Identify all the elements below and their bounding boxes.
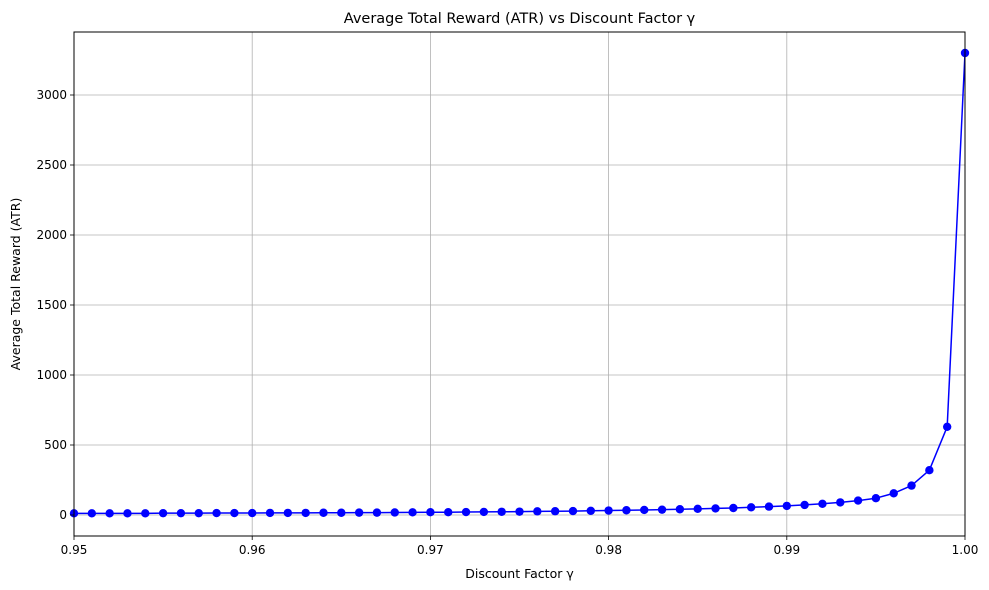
plot-frame: [73, 31, 966, 537]
data-point: [836, 498, 845, 507]
data-point: [568, 506, 578, 516]
x-tick-label: 0.95: [61, 543, 88, 557]
data-point: [461, 507, 471, 517]
data-point: [818, 499, 827, 508]
data-point: [283, 508, 293, 518]
data-point: [711, 504, 720, 513]
data-point: [194, 508, 203, 518]
y-tick-label: 3000: [36, 88, 67, 102]
data-point: [301, 508, 310, 518]
data-point: [212, 508, 221, 518]
data-point: [319, 508, 328, 517]
x-axis-ticks: 0.95 0.96 0.97 0.98 0.99 1.00: [61, 536, 979, 557]
y-tick-label: 0: [59, 508, 67, 522]
data-point: [640, 505, 649, 515]
y-tick-label: 500: [44, 438, 67, 452]
y-tick-label: 1000: [36, 368, 67, 382]
data-point: [622, 506, 631, 515]
data-point: [782, 501, 791, 511]
data-point: [354, 508, 364, 517]
data-point: [479, 507, 489, 517]
y-tick-label: 2000: [36, 228, 67, 242]
data-point: [337, 508, 346, 517]
data-point: [925, 466, 934, 475]
x-tick-label: 0.97: [417, 543, 444, 557]
data-point: [942, 422, 952, 431]
data-point: [746, 503, 756, 512]
data-point: [871, 494, 881, 503]
data-point: [764, 502, 774, 511]
data-point: [408, 508, 417, 517]
data-point: [889, 489, 898, 498]
data-point: [515, 507, 524, 516]
data-point: [372, 508, 382, 517]
x-tick-label: 0.98: [595, 543, 622, 557]
data-point: [444, 508, 453, 517]
data-point: [426, 508, 435, 517]
data-point: [693, 504, 702, 514]
y-axis-label: Average Total Reward (ATR): [8, 198, 23, 371]
data-point: [657, 505, 667, 514]
data-point: [248, 508, 257, 518]
data-point: [550, 507, 560, 516]
data-point: [853, 496, 863, 505]
data-point: [497, 507, 506, 516]
data-point: [729, 503, 738, 513]
data-series: [69, 48, 970, 518]
data-point: [87, 509, 97, 518]
data-point: [105, 509, 114, 518]
x-axis-label: Discount Factor γ: [465, 566, 574, 581]
data-point: [230, 508, 239, 518]
y-axis-ticks: 0 500 1000 1500 2000 2500 3000: [36, 88, 74, 522]
x-tick-label: 0.96: [239, 543, 266, 557]
data-point: [390, 508, 399, 517]
y-tick-label: 2500: [36, 158, 67, 172]
x-tick-label: 0.99: [773, 543, 800, 557]
data-point: [533, 507, 542, 516]
data-point: [800, 500, 809, 510]
y-tick-label: 1500: [36, 298, 67, 312]
data-point: [158, 508, 168, 518]
data-point: [123, 509, 132, 518]
grid: [73, 32, 966, 536]
chart-title: Average Total Reward (ATR) vs Discount F…: [344, 11, 696, 27]
x-tick-label: 1.00: [952, 543, 979, 557]
data-point: [604, 506, 613, 515]
data-point: [675, 505, 685, 514]
data-point: [141, 509, 150, 518]
data-point: [586, 506, 595, 515]
data-point: [265, 508, 275, 518]
data-point: [907, 481, 916, 490]
data-point: [176, 508, 186, 518]
